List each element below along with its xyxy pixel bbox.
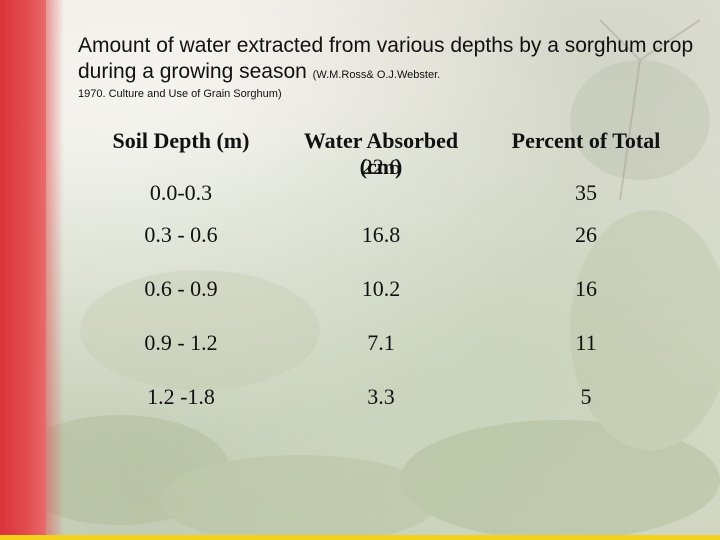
water-extraction-table: Soil Depth (m) Water Absorbed (cm) Perce… [86,128,686,424]
citation-line: 1970. Culture and Use of Grain Sorghum) [78,88,282,100]
cell-water: 22.6 [361,154,401,179]
title-citation: (W.M.Ross& O.J.Webster. [312,69,441,81]
left-accent-fade [46,0,64,540]
bottom-accent-line [0,535,720,540]
cell-percent: 16 [575,276,597,301]
cell-depth: 0.3 - 0.6 [144,222,218,247]
header-percent-total: Percent of Total [511,128,661,153]
header-water-absorbed-unit: (cm) [359,154,403,179]
table-row: 0.0-0.3 22.6 35 [86,154,686,208]
cell-percent: 35 [575,180,597,205]
cell-depth: 1.2 -1.8 [147,384,215,409]
title-text: Amount of water extracted from various d… [78,34,694,83]
cell-depth: 0.6 - 0.9 [144,276,218,301]
header-water-absorbed-line1: Water Absorbed [303,128,459,153]
cell-water: 7.1 [367,330,395,355]
slide-title: Amount of water extracted from various d… [78,33,698,88]
cell-water: 3.3 [367,384,395,409]
table-row: 1.2 -1.8 3.3 5 [86,370,686,424]
cell-percent: 5 [580,384,592,409]
cell-depth: 0.0-0.3 [149,180,213,205]
table-row: 0.3 - 0.6 16.8 26 [86,208,686,262]
cell-water: 16.8 [361,222,401,247]
table-row: 0.6 - 0.9 10.2 16 [86,262,686,316]
cell-depth: 0.9 - 1.2 [144,330,218,355]
left-accent-bar [0,0,46,540]
header-water-absorbed: Water Absorbed (cm) [276,128,486,180]
header-soil-depth: Soil Depth (m) [112,128,250,153]
cell-percent: 26 [575,222,597,247]
table-header-row: Soil Depth (m) Water Absorbed (cm) Perce… [86,128,686,180]
cell-percent: 11 [575,330,597,355]
table-row: 0.9 - 1.2 7.1 11 [86,316,686,370]
cell-water: 10.2 [361,276,401,301]
